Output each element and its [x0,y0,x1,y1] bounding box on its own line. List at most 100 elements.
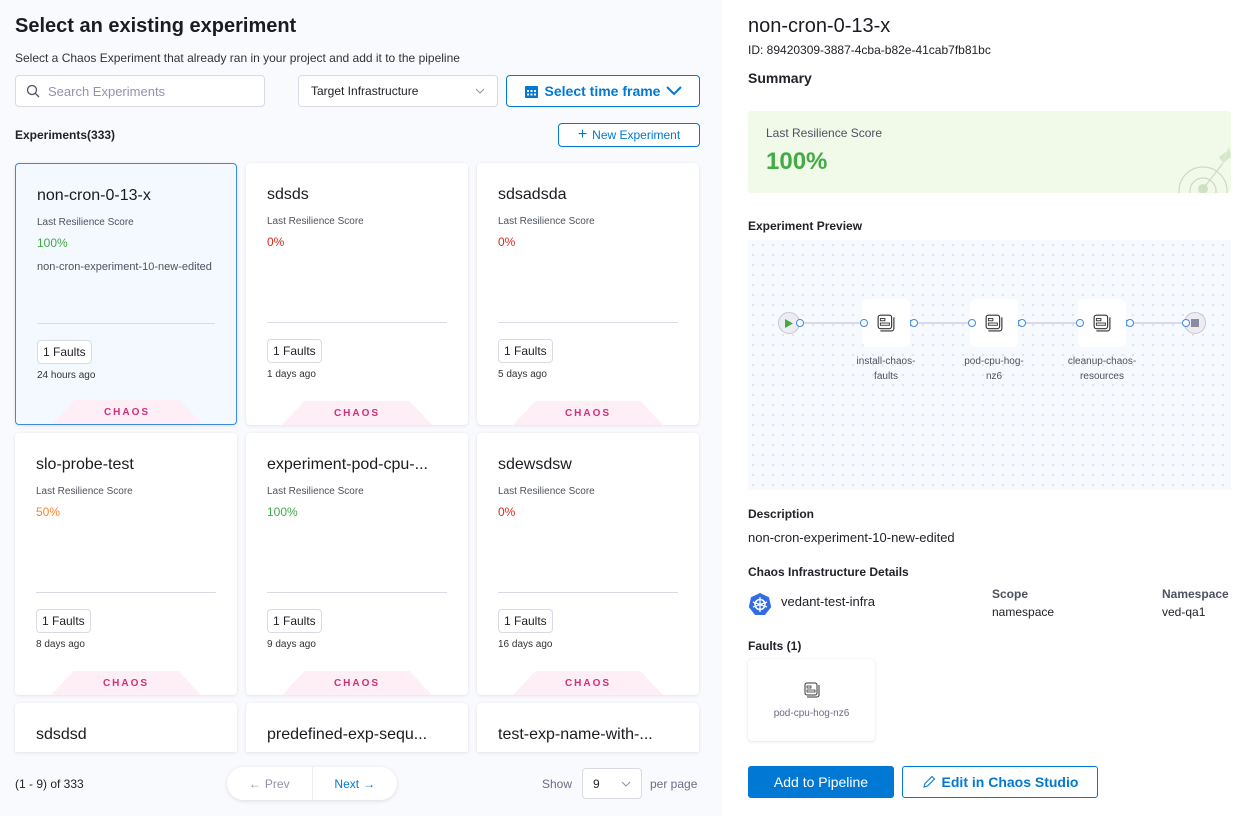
select-time-frame-button[interactable]: Select time frame [506,75,700,107]
divider [267,322,447,323]
score-label: Last Resilience Score [498,486,595,497]
namespace-label: Namespace [1162,587,1229,601]
search-icon [26,84,40,98]
chaos-tag: CHAOS [282,671,432,695]
experiment-card[interactable]: sdsadsda Last Resilience Score 0% 1 Faults 5… [477,163,699,425]
experiment-id: ID: 89420309-3887-4cba-b82e-41cab7fb81bc [748,43,991,57]
stop-icon [1191,319,1199,327]
select-value: Target Infrastructure [311,84,419,98]
score-label: Last Resilience Score [36,486,133,497]
fault-name: pod-cpu-hog-nz6 [773,707,850,719]
prev-label: Prev [264,776,290,791]
label-line: nz6 [985,371,1003,382]
score-value: 0% [498,505,516,519]
connector [798,322,862,324]
fault-icon [804,682,819,697]
experiment-name: predefined-exp-sequ... [267,726,428,743]
connector-port [1126,319,1134,327]
last-run-time: 16 days ago [498,639,553,650]
kubernetes-icon [748,593,772,615]
edit-in-chaos-studio-button[interactable]: Edit in Chaos Studio [902,766,1098,798]
per-page-select[interactable]: 9 [582,768,642,799]
add-to-pipeline-button[interactable]: Add to Pipeline [748,766,894,798]
chevron-down-icon [475,88,485,94]
infra-heading: Chaos Infrastructure Details [748,565,909,579]
experiment-name: non-cron-0-13-x [37,187,151,204]
new-experiment-button[interactable]: + New Experiment [558,123,700,147]
experiment-detail-panel: non-cron-0-13-x ID: 89420309-3887-4cba-b… [722,0,1248,816]
target-infrastructure-select[interactable]: Target Infrastructure [298,75,498,107]
prev-button[interactable]: ← Prev [227,767,313,800]
preview-heading: Experiment Preview [748,219,863,233]
score-value: 100% [37,236,68,250]
chevron-down-icon [666,86,683,96]
divider [498,592,678,593]
faults-heading: Faults (1) [748,639,802,653]
fault-node-label: cleanup-chaos-resources [1052,354,1152,384]
label-line: cleanup-chaos- [1067,356,1137,367]
infra-name: vedant-test-infra [781,594,875,609]
scope-value: namespace [992,605,1055,619]
fault-card[interactable]: pod-cpu-hog-nz6 [748,659,875,741]
connector-port [1182,319,1190,327]
resilience-score-box: Last Resilience Score 100% [748,111,1231,193]
experiment-card[interactable]: slo-probe-test Last Resilience Score 50% 1 … [15,433,237,695]
faults-badge: 1 Faults [498,609,553,633]
label-line: install-chaos- [856,356,916,367]
fault-icon [877,314,895,332]
connector-port [910,319,918,327]
next-button[interactable]: Next → [313,767,398,800]
per-page-value: 9 [593,776,600,791]
experiment-name: sdewsdsw [498,456,572,473]
chevron-down-icon [621,781,631,787]
pagination-range: (1 - 9) of 333 [15,777,84,791]
score-value: 0% [498,235,516,249]
play-icon [785,318,793,328]
experiment-card[interactable]: sdewsdsw Last Resilience Score 0% 1 Faults 1… [477,433,699,695]
experiment-card[interactable]: test-exp-name-with-... [477,703,699,752]
score-label: Last Resilience Score [267,216,364,227]
divider [267,592,447,593]
description-heading: Description [748,507,815,521]
connector-port [860,319,868,327]
per-page-label: per page [650,777,698,791]
score-value: 50% [36,505,61,519]
experiment-card[interactable]: experiment-pod-cpu-... Last Resilience Sc… [246,433,468,695]
experiment-card[interactable]: predefined-exp-sequ... [246,703,468,752]
experiment-name: experiment-pod-cpu-... [267,456,428,473]
score-value: 100% [766,148,828,175]
faults-badge: 1 Faults [36,609,91,633]
experiment-name: test-exp-name-with-... [498,726,653,743]
label-line: faults [874,371,898,382]
search-input[interactable] [48,83,248,99]
next-label: Next [334,776,360,791]
arrow-left-icon: ← [248,776,261,791]
experiment-grid: non-cron-0-13-x Last Resilience Score 100%… [15,163,705,752]
time-frame-label: Select time frame [544,83,661,99]
calendar-icon [524,85,538,98]
experiment-name: slo-probe-test [36,456,134,473]
fault-node[interactable] [970,299,1018,347]
experiment-card[interactable]: sdsdsd [15,703,237,752]
fault-node[interactable] [1078,299,1126,347]
description-text: non-cron-experiment-10-new-edited [748,530,955,545]
arrow-right-icon: → [363,776,376,791]
chaos-tag: CHAOS [52,400,202,424]
last-run-time: 5 days ago [498,369,547,380]
page-subtitle: Select a Chaos Experiment that already r… [15,51,460,65]
experiment-card[interactable]: sdsds Last Resilience Score 0% 1 Faults 1 da… [246,163,468,425]
search-box[interactable] [15,75,265,107]
experiment-card[interactable]: non-cron-0-13-x Last Resilience Score 100%… [15,163,237,425]
chaos-tag: CHAOS [51,671,201,695]
experiment-description: non-cron-experiment-10-new-edited [37,261,212,273]
fault-node[interactable] [862,299,910,347]
score-label: Last Resilience Score [766,126,883,140]
fault-icon [985,314,1003,332]
summary-heading: Summary [748,70,812,86]
label-line: resources [1080,371,1124,382]
score-value: 100% [267,505,298,519]
score-label: Last Resilience Score [267,486,364,497]
fault-node-label: pod-cpu-hog-nz6 [944,354,1044,384]
connector [1014,322,1078,324]
last-run-time: 1 days ago [267,369,316,380]
